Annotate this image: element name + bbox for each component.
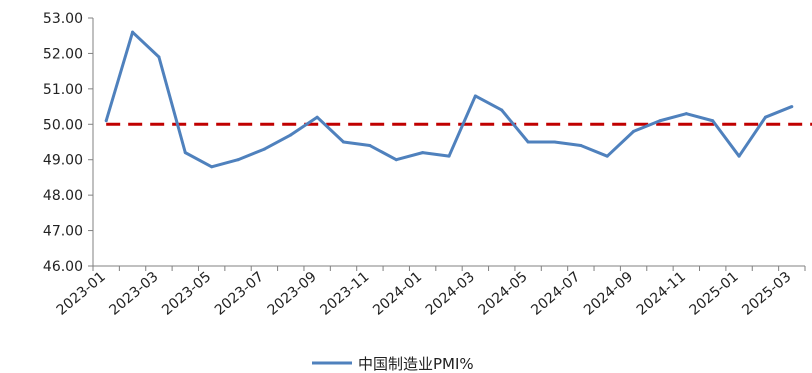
x-tick-label: 2023-03 <box>106 269 161 319</box>
y-tick-label: 46.00 <box>43 259 83 275</box>
y-tick-label: 47.00 <box>43 224 83 240</box>
data-point <box>790 105 794 109</box>
data-point <box>236 158 240 162</box>
data-point <box>763 115 767 119</box>
data-point <box>737 154 741 158</box>
data-point <box>104 119 108 123</box>
x-axis: 2023-012023-032023-052023-072023-092023-… <box>54 265 806 319</box>
series-layer <box>104 30 794 169</box>
x-tick-label: 2023-05 <box>159 269 214 319</box>
y-tick-label: 52.00 <box>43 46 83 62</box>
x-tick-label: 2024-01 <box>370 269 425 319</box>
x-tick-label: 2024-09 <box>581 269 636 319</box>
x-tick-label: 2024-05 <box>476 269 531 319</box>
x-tick-label: 2024-03 <box>423 269 478 319</box>
data-point <box>183 151 187 155</box>
data-point <box>315 115 319 119</box>
legend: 中国制造业PMI% <box>312 355 474 373</box>
data-point <box>157 55 161 59</box>
data-point <box>684 112 688 116</box>
x-tick-label: 2025-01 <box>687 269 742 319</box>
data-point <box>711 119 715 123</box>
y-tick-label: 53.00 <box>43 11 83 27</box>
data-point <box>394 158 398 162</box>
data-point <box>368 144 372 148</box>
data-point <box>421 151 425 155</box>
data-point <box>579 144 583 148</box>
data-point <box>342 140 346 144</box>
data-point <box>289 133 293 137</box>
x-tick-label: 2023-07 <box>212 269 267 319</box>
y-tick-label: 50.00 <box>43 117 83 133</box>
data-point <box>632 129 636 133</box>
data-point <box>210 165 214 169</box>
data-point <box>500 108 504 112</box>
series-line-pmi <box>104 30 793 169</box>
y-tick-label: 48.00 <box>43 188 83 204</box>
x-tick-label: 2025-03 <box>739 269 794 319</box>
data-point <box>658 119 662 123</box>
data-point <box>473 94 477 98</box>
data-point <box>552 140 556 144</box>
data-point <box>131 30 135 34</box>
data-point <box>605 154 609 158</box>
x-tick-label: 2023-09 <box>265 269 320 319</box>
x-tick-label: 2024-07 <box>528 269 583 319</box>
data-point <box>262 147 266 151</box>
legend-label: 中国制造业PMI% <box>358 355 474 373</box>
x-tick-label: 2024-11 <box>634 269 689 319</box>
x-tick-label: 2023-01 <box>54 269 109 319</box>
y-tick-label: 49.00 <box>43 153 83 169</box>
y-tick-label: 51.00 <box>43 82 83 98</box>
data-point <box>526 140 530 144</box>
x-tick-label: 2023-11 <box>317 269 372 319</box>
y-axis: 46.00 47.00 48.00 49.00 50.00 51.00 52.00 53.00 <box>43 11 94 275</box>
data-point <box>447 154 451 158</box>
